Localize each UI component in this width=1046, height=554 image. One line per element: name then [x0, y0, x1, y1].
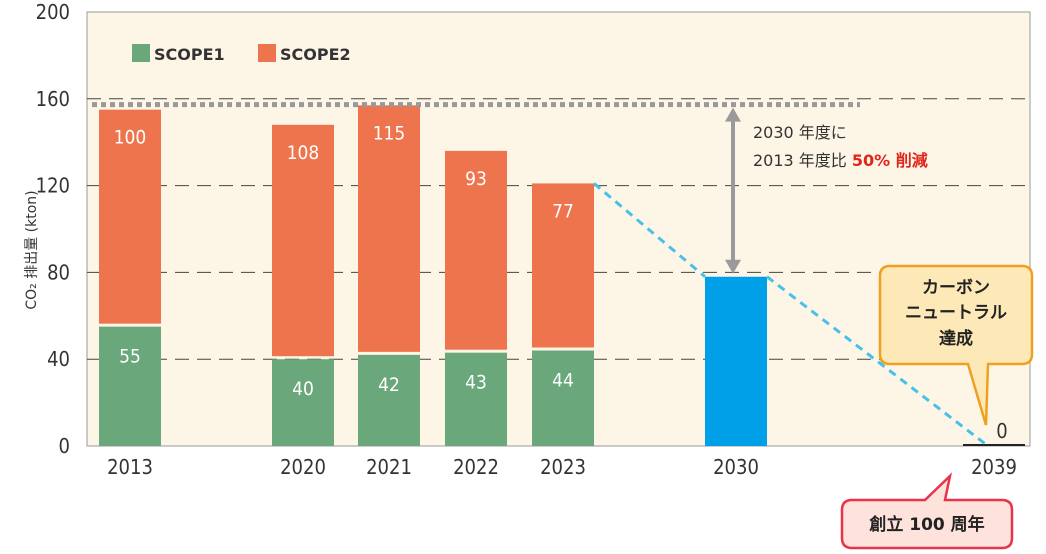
anniversary-text: 創立 100 周年	[868, 514, 984, 535]
carbon-neutral-callout: カーボン ニュートラル 達成	[878, 264, 1034, 426]
anniversary-callout: 創立 100 周年	[840, 472, 1014, 550]
reduction-annotation-line2: 2013 年度比 50% 削減	[753, 151, 928, 170]
annotations: 2030 年度に 2013 年度比 50% 削減 カーボン ニュートラル 達成 …	[753, 123, 1034, 550]
y-tick-label: 120	[36, 174, 70, 198]
y-tick-label: 40	[47, 347, 70, 371]
x-tick-label: 2020	[280, 455, 326, 479]
callout-line3: 達成	[939, 328, 973, 349]
bar-label-scope1: 42	[378, 374, 400, 396]
y-axis-ticks: 0 40 80 120 160 200	[36, 0, 70, 458]
reduction-arrow-head-bottom	[725, 259, 741, 274]
legend: SCOPE1 SCOPE2	[132, 44, 351, 64]
legend-label-scope1: SCOPE1	[154, 45, 225, 64]
y-tick-label: 160	[36, 87, 70, 111]
y-axis-label: CO₂ 排出量 (kton)	[24, 190, 40, 309]
bar-target-2030	[705, 276, 767, 446]
bar-label-scope1: 40	[292, 378, 314, 400]
reduction-annotation-prefix: 2013 年度比	[753, 151, 852, 170]
x-tick-label: 2013	[107, 455, 153, 479]
anniversary-bubble	[840, 472, 1014, 550]
bar-label-scope2: 77	[552, 200, 574, 222]
x-tick-label: 2022	[453, 455, 499, 479]
trend-line-2030-2039	[766, 275, 989, 448]
bar-label-scope2: 93	[465, 168, 487, 190]
bar-scope2	[358, 105, 420, 352]
reduction-annotation-highlight: 50% 削減	[852, 151, 928, 170]
legend-swatch-scope2	[258, 44, 276, 62]
bar-label-scope1: 43	[465, 372, 487, 394]
callout-line2: ニュートラル	[905, 303, 1007, 323]
y-tick-label: 0	[59, 434, 70, 458]
bar-label-scope2: 115	[373, 122, 406, 144]
trend-line-2023-2030	[593, 182, 706, 278]
bar-scope1	[445, 352, 507, 446]
bar-scope2	[532, 183, 594, 348]
bar-label-scope2: 108	[287, 142, 320, 164]
bar-label-scope2: 100	[114, 127, 147, 149]
bar-scope1	[99, 326, 161, 446]
bar-scope1	[272, 359, 334, 446]
x-tick-label: 2039	[971, 455, 1017, 479]
x-tick-label: 2023	[540, 455, 586, 479]
bar-scope2	[445, 150, 507, 350]
legend-swatch-scope1	[132, 44, 150, 62]
bar-label-scope1: 55	[119, 346, 141, 368]
x-tick-label: 2021	[366, 455, 412, 479]
bar-target-2039	[963, 444, 1025, 446]
callout-line1: カーボン	[922, 278, 990, 298]
legend-label-scope2: SCOPE2	[280, 45, 351, 64]
y-tick-label: 80	[47, 260, 70, 284]
bars: 55 100 40 108 42 115 43 93 44 77 0	[92, 102, 1025, 448]
bar-scope1	[358, 354, 420, 446]
bar-scope1	[532, 350, 594, 446]
x-tick-label: 2030	[713, 455, 759, 479]
bar-scope2	[99, 109, 161, 324]
reduction-annotation-line1: 2030 年度に	[753, 123, 847, 142]
reduction-arrow-head-top	[725, 107, 741, 122]
callout-bubble	[878, 264, 1034, 426]
y-tick-label: 200	[36, 0, 70, 24]
bar-label-scope1: 44	[552, 370, 574, 392]
x-axis-ticks: 2013 2020 2021 2022 2023 2030 2039	[107, 455, 1017, 479]
bar-label-2039: 0	[996, 419, 1007, 443]
bar-scope2	[272, 124, 334, 357]
